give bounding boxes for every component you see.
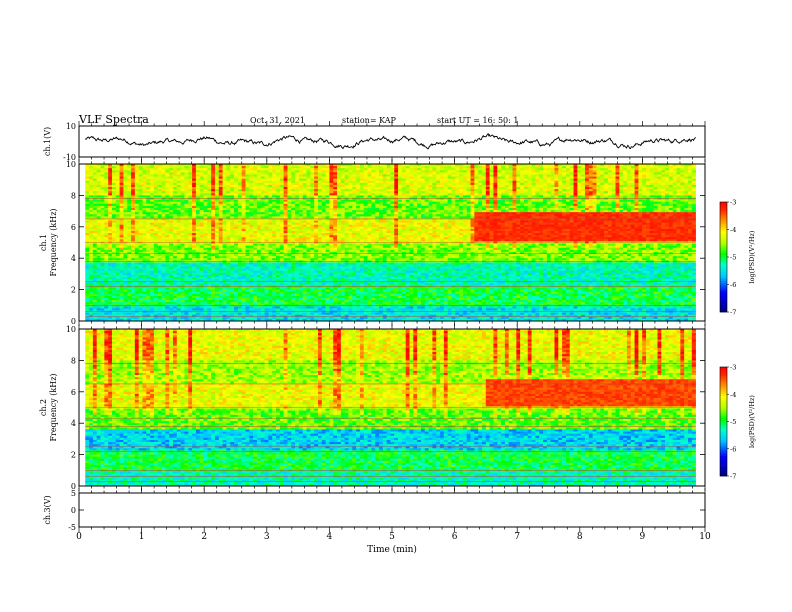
ch1-spec-ytick-label: 6: [71, 223, 76, 232]
ch1-spec-ytick-label: 8: [71, 191, 76, 200]
colorbar-ch2-tick-label: -4: [730, 391, 736, 399]
colorbar-ch1-tick-label: -4: [730, 226, 736, 234]
ch1-spec-ytick-label: 4: [71, 254, 76, 263]
colorbar-ch1-tick-label: -7: [730, 309, 736, 317]
colorbar-ch1-tick-label: -6: [730, 281, 736, 289]
ch2-spec-ytick-label: 6: [71, 388, 76, 397]
ch2-spec-ytick-label: 10: [66, 325, 76, 334]
ch2-spec-ytick-label: 4: [71, 419, 76, 428]
ch2-spec-ytick-label: 8: [71, 356, 76, 365]
ch2-spec-freq-label: Frequency (kHz): [49, 373, 58, 441]
colorbar-ch2-tick-label: -6: [730, 445, 736, 453]
ch3-ytick-label: 0: [71, 506, 76, 515]
ch1-ytick-label: 10: [66, 122, 76, 131]
colorbar-ch1-tick-label: -5: [730, 254, 736, 262]
ch2-spec-ylabel: ch.2: [39, 399, 48, 416]
ch1-spec-ytick-label: 2: [71, 286, 76, 295]
colorbar-ch2-label: log(PSD)(V²/Hz): [748, 395, 756, 448]
x-tick-label: 5: [389, 532, 395, 542]
x-tick-label: 2: [201, 532, 207, 542]
x-tick-label: 0: [76, 532, 82, 542]
colorbar-ch1-label: log(PSD)(V²/Hz): [748, 230, 756, 283]
ch1-spec-ytick-label: 10: [66, 160, 76, 169]
ch1-spec-ylabel: ch.1: [39, 234, 48, 251]
x-axis-label: Time (min): [367, 544, 417, 555]
ch1-spec-freq-label: Frequency (kHz): [49, 208, 58, 276]
ch2-spec-ytick-label: 2: [71, 451, 76, 460]
colorbar-ch1-tick-label: -3: [730, 199, 736, 207]
x-tick-label: 1: [139, 532, 145, 542]
ch3-ytick-label: -5: [68, 523, 76, 532]
colorbar-ch2-tick-label: -3: [730, 364, 736, 372]
ch1-ylabel: ch.1(V): [43, 127, 52, 156]
colorbar-ch2-tick-label: -5: [730, 418, 736, 426]
ch3-ytick-label: 5: [71, 489, 76, 498]
ch3-ylabel: ch.3(V): [43, 495, 52, 524]
colorbar-ch2-tick-label: -7: [730, 473, 736, 481]
x-tick-label: 6: [452, 532, 458, 542]
x-tick-label: 7: [514, 532, 520, 542]
x-tick-label: 4: [327, 532, 333, 542]
x-tick-label: 8: [577, 532, 583, 542]
ch1-waveform-line: [85, 134, 695, 149]
colorbar-ch1: -3 -4 -5 -6 -7 log(PSD)(V²/Hz): [720, 199, 756, 317]
ch3-waveform-frame: [79, 493, 705, 527]
vlf-figure: 10-10ch.1(V) 0246810ch.1 Frequency (kHz) …: [0, 0, 792, 612]
x-tick-label: 3: [264, 532, 270, 542]
colorbar-ch2: -3 -4 -5 -6 -7 log(PSD)(V²/Hz): [720, 364, 756, 481]
x-tick-label: 10: [699, 532, 711, 542]
x-tick-label: 9: [640, 532, 646, 542]
